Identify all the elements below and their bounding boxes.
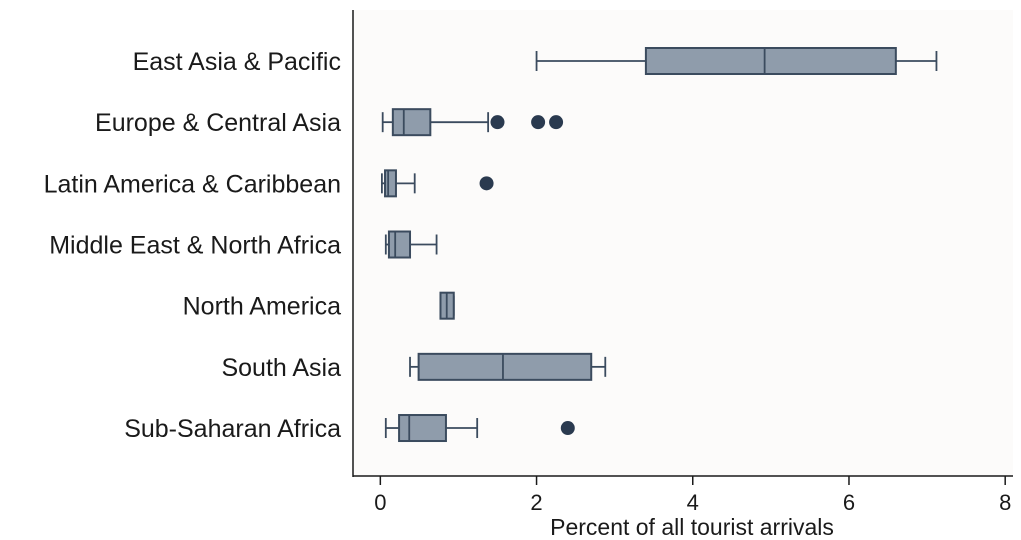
- x-ticks: 0 2 4 6 8: [374, 476, 1011, 515]
- box-group: [439, 291, 455, 320]
- box-group: [381, 108, 564, 137]
- x-tick-label: 6: [843, 490, 855, 515]
- iqr-box: [398, 414, 447, 443]
- x-tick-label: 2: [530, 490, 542, 515]
- category-label: North America: [183, 293, 341, 321]
- x-axis-title: Percent of all tourist arrivals: [550, 514, 834, 540]
- box-group: [535, 47, 938, 75]
- iqr-box: [644, 47, 897, 75]
- iqr-box: [391, 108, 432, 137]
- x-tick-label: 0: [374, 490, 386, 515]
- outlier-point: [479, 176, 494, 191]
- x-axis: [352, 10, 1013, 477]
- category-label: Latin America & Caribbean: [44, 170, 341, 198]
- category-label: South Asia: [221, 354, 341, 382]
- iqr-box: [387, 230, 412, 259]
- box-group: [409, 352, 607, 381]
- iqr-box: [417, 352, 593, 381]
- x-tick-label: 4: [687, 490, 699, 515]
- iqr-box: [384, 169, 397, 198]
- category-label: Europe & Central Asia: [95, 109, 341, 137]
- outlier-point: [560, 421, 575, 436]
- outlier-point: [549, 115, 564, 130]
- plot-background: [353, 10, 1013, 476]
- box-group: [380, 169, 494, 198]
- outlier-point: [531, 115, 546, 130]
- outlier-point: [490, 115, 505, 130]
- x-tick-label: 8: [999, 490, 1011, 515]
- boxes-layer: [380, 47, 938, 443]
- category-labels: East Asia & Pacific Europe & Central Asia…: [44, 48, 341, 443]
- category-label: Middle East & North Africa: [49, 232, 341, 260]
- category-label: East Asia & Pacific: [133, 48, 341, 76]
- box-group: [384, 414, 575, 443]
- box-group: [384, 230, 438, 259]
- category-label: Sub-Saharan Africa: [124, 415, 341, 443]
